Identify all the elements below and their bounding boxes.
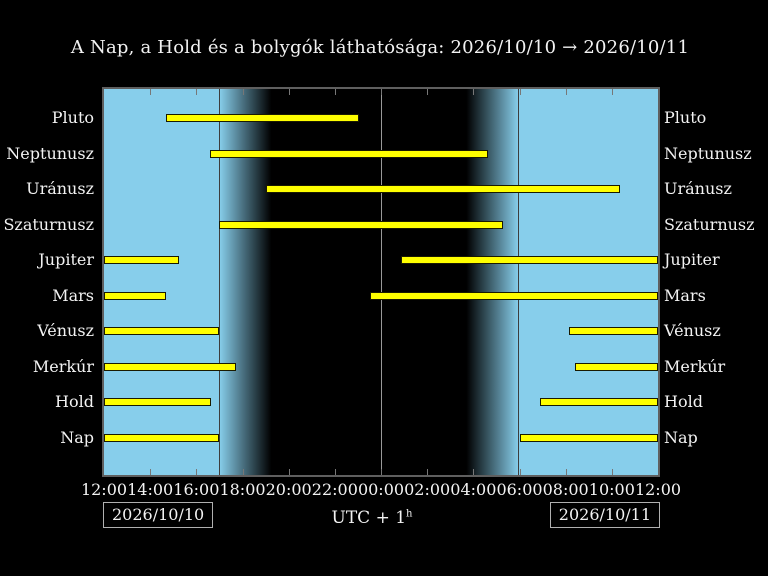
tick-mark-top	[427, 89, 429, 95]
tick-mark-bottom	[242, 469, 244, 475]
row-label-right: Jupiter	[664, 250, 720, 269]
tick-mark-top	[611, 89, 613, 95]
tick-mark-bottom	[427, 469, 429, 475]
tick-mark-bottom	[288, 469, 290, 475]
row-label-right: Hold	[664, 392, 703, 411]
x-axis: 12:00 14:00 16:00 18:00 20:00 22:00 00:00 02:00…	[81, 480, 681, 500]
tick-mark-bottom	[381, 469, 382, 475]
x-tick-label: 12:00	[634, 480, 682, 499]
row-label-left: Merkúr	[32, 356, 94, 376]
x-tick-label: 00:00	[357, 480, 405, 499]
sunrise-line	[517, 89, 519, 475]
tick-mark-bottom	[565, 469, 567, 475]
row-label-right: Szaturnusz	[664, 214, 755, 234]
tick-mark-top	[473, 89, 475, 95]
row-label-right: Merkúr	[664, 356, 726, 376]
visibility-bar	[219, 220, 504, 229]
row-label-left: Szaturnusz	[3, 214, 94, 234]
end-date-label: 2026/10/11	[558, 505, 651, 524]
row-label-left: Mars	[52, 285, 94, 305]
tick-mark-top	[381, 89, 382, 95]
tick-mark-top	[150, 89, 152, 95]
tick-mark-top	[196, 89, 198, 95]
row-label-right: Nap	[664, 427, 698, 447]
visibility-bar	[104, 362, 237, 371]
row-label-right: Mars	[664, 285, 706, 305]
visibility-bar	[104, 433, 220, 442]
visibility-bar	[369, 291, 658, 300]
x-tick-label: 22:00	[311, 480, 358, 499]
tick-mark-top	[242, 89, 244, 95]
end-date-box: 2026/10/11	[549, 502, 660, 528]
x-tick-label: 06:00	[496, 480, 543, 499]
timezone-label: UTC + 1h	[332, 508, 413, 528]
visibility-bar	[265, 185, 620, 193]
tick-mark-top	[288, 89, 290, 95]
row-label-left: Uránusz	[26, 179, 94, 198]
visibility-bar	[569, 327, 658, 335]
start-date-label: 2026/10/10	[112, 505, 205, 524]
visibility-bar	[400, 256, 658, 264]
tick-mark-bottom	[334, 469, 336, 475]
x-tick-label: 04:00	[450, 480, 497, 499]
x-tick-label: 12:00	[80, 480, 128, 499]
x-tick-label: 10:00	[588, 480, 635, 499]
timezone-text: UTC + 1	[331, 508, 407, 528]
x-tick-label: 14:00	[127, 480, 174, 499]
visibility-bar	[104, 291, 167, 300]
plot-area	[102, 87, 660, 477]
visibility-bar	[539, 398, 658, 406]
tick-mark-bottom	[611, 469, 613, 475]
row-label-right: Vénusz	[664, 321, 721, 340]
x-tick-label: 02:00	[404, 480, 451, 499]
row-label-left: Hold	[55, 392, 94, 411]
row-labels-left: Pluto Neptunusz Uránusz Szaturnusz Jupiter Ma…	[0, 0, 98, 576]
visibility-bar	[575, 362, 658, 371]
row-label-left: Pluto	[51, 108, 94, 127]
visibility-bar	[519, 433, 658, 442]
timezone-sup: h	[406, 508, 413, 520]
row-label-left: Jupiter	[38, 250, 94, 269]
tick-mark-bottom	[196, 469, 198, 475]
row-label-left: Neptunusz	[6, 143, 94, 163]
tick-mark-bottom	[473, 469, 475, 475]
row-label-right: Neptunusz	[664, 143, 752, 163]
visibility-bar	[104, 398, 212, 406]
tick-mark-top	[334, 89, 336, 95]
tick-mark-bottom	[150, 469, 152, 475]
row-label-left: Vénusz	[37, 321, 94, 340]
row-label-left: Nap	[60, 427, 94, 447]
sunset-line	[218, 89, 220, 475]
visibility-bar	[166, 114, 360, 122]
midnight-line	[380, 89, 382, 475]
visibility-bar	[104, 327, 220, 335]
row-label-right: Uránusz	[664, 179, 732, 198]
row-labels-right: Pluto Neptunusz Uránusz Szaturnusz Jupiter Ma…	[664, 0, 768, 576]
visibility-bar	[210, 149, 489, 158]
x-tick-label: 08:00	[542, 480, 589, 499]
tick-mark-top	[565, 89, 567, 95]
row-label-right: Pluto	[664, 108, 707, 127]
chart-title: A Nap, a Hold és a bolygók láthatósága: …	[70, 37, 690, 58]
x-tick-label: 20:00	[265, 480, 312, 499]
visibility-bar	[104, 256, 180, 264]
x-tick-label: 18:00	[219, 480, 266, 499]
x-tick-label: 16:00	[173, 480, 220, 499]
tick-mark-bottom	[519, 469, 521, 475]
start-date-box: 2026/10/10	[103, 502, 214, 528]
tick-mark-top	[519, 89, 521, 95]
